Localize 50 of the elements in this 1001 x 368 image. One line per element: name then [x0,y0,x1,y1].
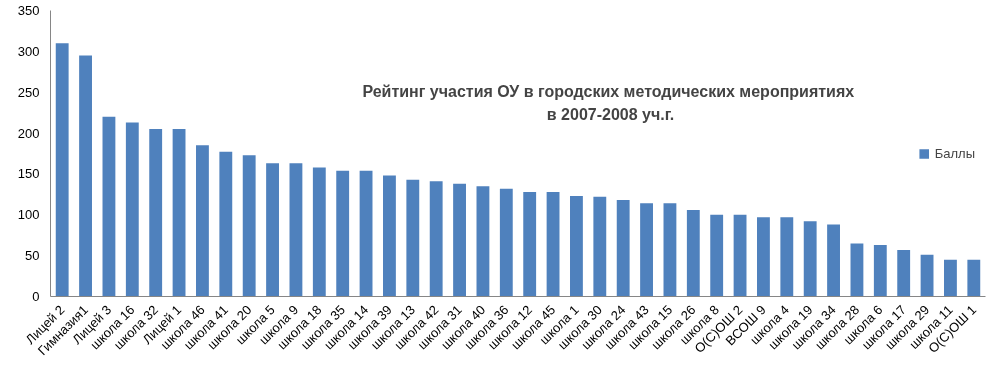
bar [663,203,677,297]
y-tick-label: 150 [17,166,40,182]
bar [476,186,490,297]
bar [102,116,116,297]
bar [336,170,350,297]
bar [196,145,209,297]
bar [780,217,794,297]
y-tick-label: 300 [17,43,40,59]
bar [359,170,373,297]
bar [149,128,163,297]
bar [920,254,934,297]
bar [172,128,186,297]
bar [55,43,69,297]
bar [499,188,513,297]
bar [429,181,443,297]
bar [570,195,583,297]
bar [79,55,92,297]
bar [453,183,466,297]
bar [733,214,747,297]
bar [873,245,887,297]
bar [383,175,396,297]
bar [897,249,911,297]
bar [827,224,840,297]
bar [850,243,864,297]
bar [523,191,537,297]
bar [686,209,700,297]
y-tick-label: 200 [17,125,40,141]
bar [406,179,420,297]
text: Рейтинг участия ОУ в городских методических мероприятиях в 2007-2008 уч.г. [362,82,855,124]
bar [266,163,279,297]
y-tick-label: 100 [17,207,40,223]
y-tick-label: 250 [17,84,40,100]
bar [803,221,817,297]
bar [710,214,724,297]
bar [546,191,560,297]
legend-label: Баллы [934,145,975,161]
bar [944,259,957,297]
bar [125,122,139,297]
bar [616,200,630,297]
bar [640,203,653,297]
bar [967,259,981,297]
y-tick-label: 50 [25,248,40,264]
bar [242,155,256,297]
y-tick-label: 0 [32,289,40,304]
bar [593,196,607,297]
bar [312,167,326,297]
bar [289,163,303,297]
bar [219,151,233,297]
y-tick-label: 350 [17,3,40,18]
bar [757,217,770,297]
